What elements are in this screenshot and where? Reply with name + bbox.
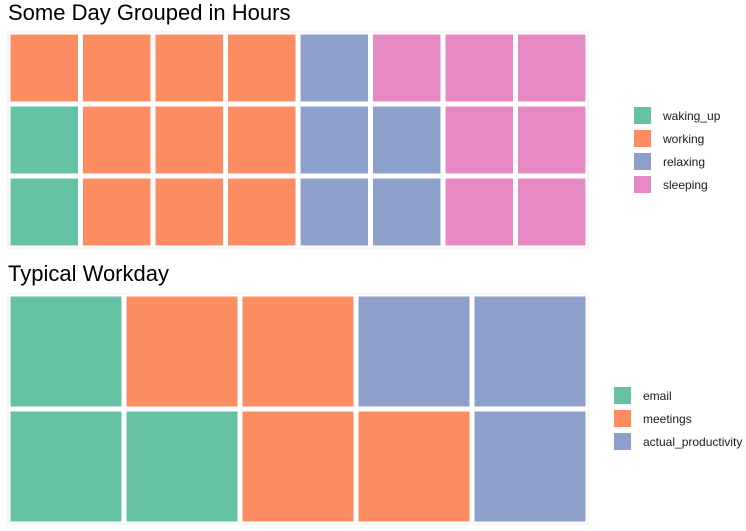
waffle-cell-relaxing (300, 106, 368, 174)
chart-2-legend: email meetings actual_productivity (614, 387, 742, 450)
waffle-cell-working (83, 34, 151, 102)
waffle-cell-actual-productivity (474, 296, 586, 407)
waffle-cell-meetings (242, 411, 354, 522)
waffle-cell-waking-up (10, 178, 78, 246)
waffle-cell-sleeping (445, 178, 513, 246)
waffle-cell-waking-up (10, 106, 78, 174)
waffle-cell-working (155, 106, 223, 174)
chart-2: Typical Workday email meetings actual_prod… (7, 261, 742, 525)
waffle-cell-working (228, 34, 296, 102)
waffle-cell-meetings (126, 296, 238, 407)
chart-1: Some Day Grouped in Hours waking_upworki… (7, 0, 721, 249)
legend-label-waking-up: waking_up (662, 109, 721, 123)
waffle-cell-relaxing (373, 106, 441, 174)
legend-key-sleeping (634, 176, 651, 193)
chart-1-frame (7, 31, 589, 249)
waffle-cell-meetings (358, 411, 470, 522)
legend-key-email (614, 387, 631, 404)
waffle-cell-working (228, 106, 296, 174)
legend-key-actual-productivity (614, 433, 631, 450)
legend-label-meetings: meetings (643, 412, 692, 426)
legend-label-relaxing: relaxing (663, 155, 705, 169)
legend-label-sleeping: sleeping (663, 178, 708, 192)
legend-key-meetings (614, 410, 631, 427)
legend-key-waking-up (634, 107, 651, 124)
chart-2-title: Typical Workday (8, 261, 169, 286)
chart-1-title: Some Day Grouped in Hours (8, 0, 290, 25)
legend-label-email: email (643, 389, 672, 403)
waffle-cell-relaxing (373, 178, 441, 246)
chart-1-cells (7, 31, 589, 249)
waffle-cell-working (155, 34, 223, 102)
waffle-cell-working (83, 178, 151, 246)
waffle-cell-working (83, 106, 151, 174)
waffle-cell-working (228, 178, 296, 246)
waffle-cell-relaxing (300, 178, 368, 246)
waffle-cell-email (10, 296, 122, 407)
chart-2-cells (7, 293, 589, 525)
waffle-cell-actual-productivity (474, 411, 586, 522)
waffle-cell-sleeping (518, 106, 586, 174)
waffle-cell-actual-productivity (358, 296, 470, 407)
waffle-cell-email (10, 411, 122, 522)
waffle-cell-sleeping (445, 106, 513, 174)
legend-key-relaxing (634, 153, 651, 170)
waffle-cell-working (155, 178, 223, 246)
waffle-cell-email (126, 411, 238, 522)
legend-label-working: working (662, 132, 704, 146)
waffle-cell-sleeping (373, 34, 441, 102)
legend-key-working (634, 130, 651, 147)
chart-2-frame (7, 293, 589, 525)
waffle-cell-sleeping (518, 178, 586, 246)
waffle-cell-sleeping (445, 34, 513, 102)
waffle-cell-sleeping (518, 34, 586, 102)
waffle-cell-meetings (242, 296, 354, 407)
legend-label-actual-productivity: actual_productivity (643, 435, 742, 449)
waffle-cell-relaxing (300, 34, 368, 102)
waffle-cell-working (10, 34, 78, 102)
